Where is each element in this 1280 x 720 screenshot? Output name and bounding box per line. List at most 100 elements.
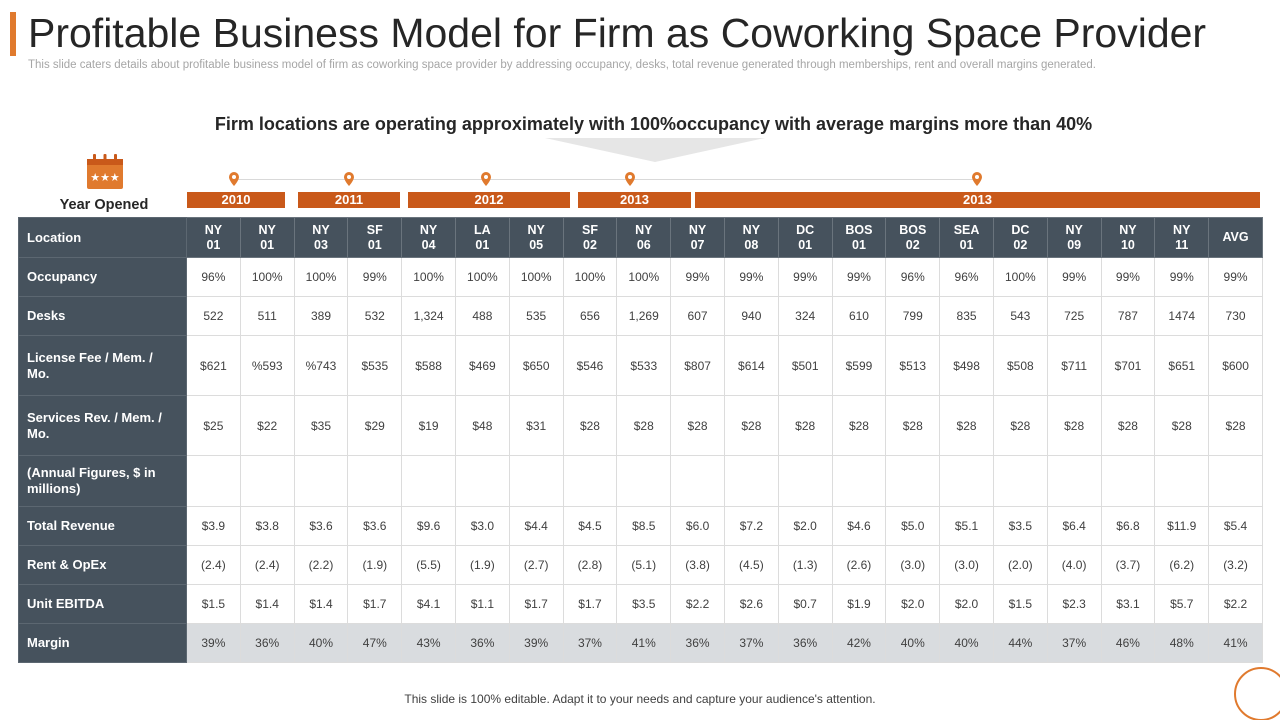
table-cell: $3.0 bbox=[454, 506, 510, 546]
table-cell: $4.6 bbox=[831, 506, 887, 546]
business-model-table: Location NY 01 NY 01 NY 03 SF 01 NY 04 LA 01 NY 05 SF 02… bbox=[18, 217, 1263, 663]
table-cell: 36% bbox=[239, 623, 295, 663]
table-cell: 40% bbox=[293, 623, 349, 663]
table-cell: 607 bbox=[670, 296, 725, 336]
table-cell: 799 bbox=[885, 296, 941, 336]
location-number: 02 bbox=[905, 237, 920, 252]
table-cell: 100% bbox=[508, 257, 564, 297]
table-cell: $7.2 bbox=[723, 506, 779, 546]
headline: Firm locations are operating approximate… bbox=[214, 114, 1093, 134]
table-cell: $28 bbox=[777, 395, 833, 456]
table-cell: (3.2) bbox=[1208, 545, 1263, 585]
location-number: 01 bbox=[959, 237, 974, 252]
table-cell: $28 bbox=[992, 395, 1048, 456]
table-cell: 99% bbox=[1154, 257, 1210, 297]
table-cell bbox=[293, 455, 349, 507]
location-code: NY bbox=[688, 222, 707, 237]
table-cell: $1.4 bbox=[293, 584, 349, 624]
title-accent-bar bbox=[10, 12, 16, 56]
location-header-cell: SEA 01 bbox=[939, 217, 994, 258]
table-cell: 40% bbox=[939, 623, 994, 663]
table-cell: 39% bbox=[186, 623, 241, 663]
table-row: Unit EBITDA $1.5 $1.4 $1.4 $1.7 $4.1 $1.1 $1.7 $… bbox=[18, 584, 1263, 624]
table-cell: $1.7 bbox=[562, 584, 618, 624]
table-cell: $28 bbox=[1046, 395, 1102, 456]
table-cell: $6.0 bbox=[670, 506, 725, 546]
location-header-cell: SF 02 bbox=[562, 217, 618, 258]
table-cell: $29 bbox=[347, 395, 403, 456]
table-cell: $546 bbox=[562, 335, 618, 396]
table-row: Services Rev. / Mem. / Mo. $25 $22 $35 $29 $1… bbox=[18, 395, 1263, 456]
table-cell: (1.9) bbox=[347, 545, 403, 585]
table-cell: $28 bbox=[670, 395, 725, 456]
table-cell: 532 bbox=[347, 296, 403, 336]
table-cell: (3.7) bbox=[1100, 545, 1156, 585]
table-cell: $651 bbox=[1154, 335, 1210, 396]
table-cell: 47% bbox=[347, 623, 403, 663]
table-cell: $508 bbox=[992, 335, 1048, 396]
row-label: Unit EBITDA bbox=[18, 584, 187, 624]
header-label-location: Location bbox=[18, 217, 187, 258]
table-cell bbox=[1154, 455, 1210, 507]
table-cell: $25 bbox=[186, 395, 241, 456]
table-cell: $5.1 bbox=[939, 506, 994, 546]
location-code: SEA bbox=[953, 222, 980, 237]
table-cell: $4.1 bbox=[401, 584, 456, 624]
table-cell: $3.1 bbox=[1100, 584, 1156, 624]
table-row: Desks 522 511 389 532 1,324 488 535 656 1,269 607 9… bbox=[18, 296, 1263, 336]
table-cell: $3.9 bbox=[186, 506, 241, 546]
location-header-cell: NY 05 bbox=[508, 217, 564, 258]
table-cell: $2.0 bbox=[939, 584, 994, 624]
location-header-cell: NY 09 bbox=[1046, 217, 1102, 258]
table-cell: $6.4 bbox=[1046, 506, 1102, 546]
table-cell: $19 bbox=[401, 395, 456, 456]
table-cell: 389 bbox=[293, 296, 349, 336]
table-cell: %593 bbox=[239, 335, 295, 396]
table-cell: 37% bbox=[723, 623, 779, 663]
table-cell bbox=[239, 455, 295, 507]
table-cell: $5.0 bbox=[885, 506, 941, 546]
location-header-cell: LA 01 bbox=[454, 217, 510, 258]
table-cell: $3.5 bbox=[616, 584, 672, 624]
location-header-cell: AVG bbox=[1208, 217, 1263, 258]
table-cell: 940 bbox=[723, 296, 779, 336]
table-cell bbox=[670, 455, 725, 507]
location-header-cell: NY 06 bbox=[616, 217, 672, 258]
table-cell: $28 bbox=[1100, 395, 1156, 456]
table-cell: $501 bbox=[777, 335, 833, 396]
svg-text:★★★: ★★★ bbox=[90, 171, 120, 184]
headline-chevron bbox=[545, 138, 765, 162]
table-cell: 100% bbox=[992, 257, 1048, 297]
table-cell: 43% bbox=[401, 623, 456, 663]
table-cell: (2.2) bbox=[293, 545, 349, 585]
location-code: BOS bbox=[899, 222, 927, 237]
location-header-cell: NY 04 bbox=[401, 217, 456, 258]
table-cell: 99% bbox=[777, 257, 833, 297]
table-cell: 96% bbox=[939, 257, 994, 297]
table-cell: (3.8) bbox=[670, 545, 725, 585]
year-opened-label: Year Opened bbox=[59, 197, 149, 213]
table-cell: $28 bbox=[885, 395, 941, 456]
table-cell: $2.2 bbox=[1208, 584, 1263, 624]
table-cell: $5.4 bbox=[1208, 506, 1263, 546]
table-cell: $1.9 bbox=[831, 584, 887, 624]
row-label: Desks bbox=[18, 296, 187, 336]
table-cell: 543 bbox=[992, 296, 1048, 336]
location-header-cell: DC 01 bbox=[777, 217, 833, 258]
year-bar-2011: 2011 bbox=[298, 192, 400, 208]
table-cell bbox=[508, 455, 564, 507]
location-code: NY bbox=[742, 222, 761, 237]
year-bar-2010: 2010 bbox=[187, 192, 285, 208]
table-row: Total Revenue $3.9 $3.8 $3.6 $3.6 $9.6 $3.0 $4.… bbox=[18, 506, 1263, 546]
table-cell bbox=[401, 455, 456, 507]
table-cell: $28 bbox=[562, 395, 618, 456]
year-bar-2013: 2013 bbox=[578, 192, 691, 208]
table-cell: $621 bbox=[186, 335, 241, 396]
location-header-cell: SF 01 bbox=[347, 217, 403, 258]
table-cell: (2.6) bbox=[831, 545, 887, 585]
table-cell: $28 bbox=[939, 395, 994, 456]
location-code: LA bbox=[474, 222, 491, 237]
slide-title: Profitable Business Model for Firm as Co… bbox=[28, 10, 1207, 56]
location-number: 11 bbox=[1175, 237, 1189, 252]
table-cell: 488 bbox=[454, 296, 510, 336]
